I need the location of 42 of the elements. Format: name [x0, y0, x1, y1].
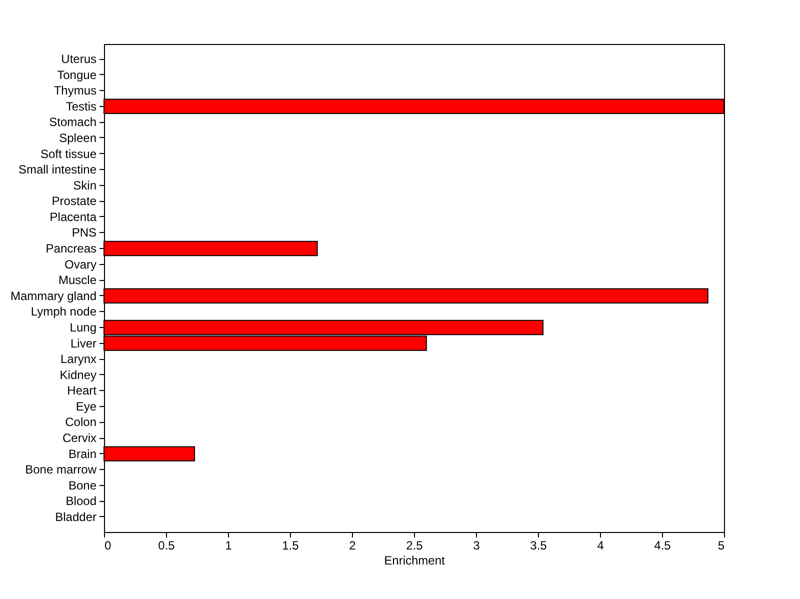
y-tick-label: Eye — [76, 399, 97, 414]
x-tick-label: 1.5 — [282, 538, 300, 552]
x-tick-label: 3 — [473, 538, 480, 552]
y-tick-label: Kidney — [60, 368, 96, 382]
y-tick-label: Pancreas — [46, 242, 96, 256]
y-tick-label: Tongue — [57, 68, 97, 82]
y-tick-label: Bladder — [55, 510, 96, 524]
x-tick-label: 3.5 — [530, 538, 548, 552]
y-tick-label: Small intestine — [18, 162, 97, 177]
y-tick-label: Bone marrow — [25, 462, 97, 477]
x-axis-title: Enrichment — [384, 554, 446, 568]
y-tick-label: Heart — [67, 384, 98, 398]
x-tick-label: 2 — [349, 538, 356, 552]
y-tick-label: Placenta — [50, 210, 97, 224]
x-tick-label: 1 — [225, 538, 232, 552]
y-tick-label: Testis — [66, 99, 96, 114]
y-tick-label: Ovary — [64, 257, 96, 272]
y-tick-label: Lymph node — [30, 304, 97, 319]
y-tick-label: Spleen — [59, 130, 96, 145]
y-tick-label: Brain — [68, 446, 96, 461]
x-tick-label: 0 — [104, 538, 112, 552]
y-tick-label: PNS — [72, 226, 96, 240]
y-tick-label: Uterus — [61, 52, 96, 66]
x-tick-label: 5 — [718, 538, 725, 552]
y-tick-label: Stomach — [49, 115, 96, 130]
x-tick-label: 4.5 — [654, 538, 672, 552]
y-tick-label: Larynx — [60, 352, 96, 366]
y-tick-label: Colon — [65, 415, 96, 430]
y-tick-label: Thymus — [54, 84, 96, 98]
x-tick-label: 4 — [597, 538, 604, 552]
y-tick-label: Mammary gland — [10, 288, 96, 303]
x-tick-label: 2.5 — [406, 538, 424, 552]
y-tick-label: Cervix — [62, 431, 96, 446]
y-tick-label: Blood — [66, 494, 96, 508]
y-tick-label: Prostate — [52, 194, 97, 208]
y-tick-label: Skin — [73, 178, 96, 192]
y-tick-label: Liver — [70, 336, 96, 350]
y-tick-label: Bone — [68, 478, 97, 492]
x-tick-label: 0.5 — [158, 538, 176, 552]
y-tick-label: Lung — [70, 320, 96, 334]
y-tick-label: Muscle — [58, 273, 97, 288]
y-tick-label: Soft tissue — [40, 146, 97, 161]
